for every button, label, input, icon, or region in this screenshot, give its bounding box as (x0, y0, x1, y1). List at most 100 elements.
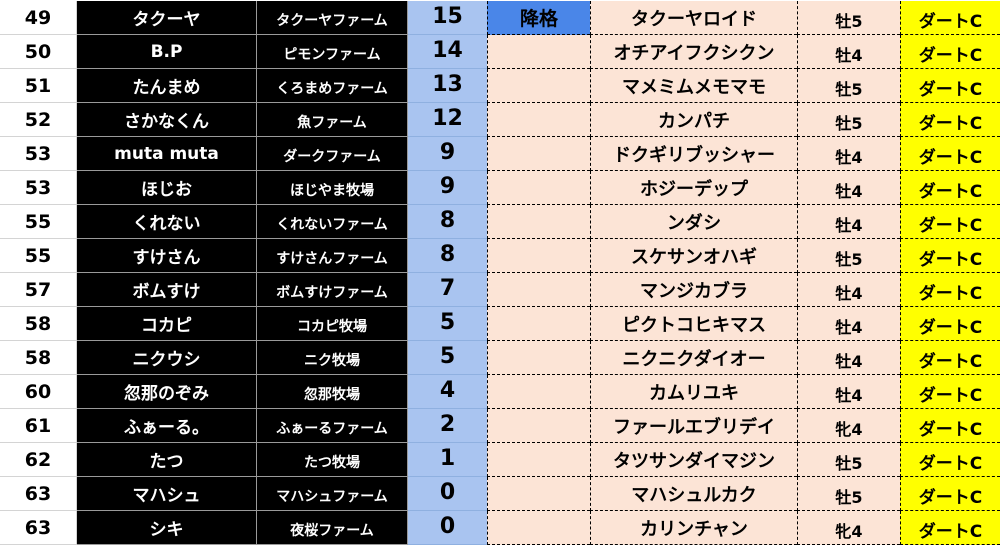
rank-cell[interactable]: 62 (0, 443, 77, 477)
owner-name-cell[interactable]: コカピ (77, 307, 257, 341)
status-cell[interactable] (487, 443, 590, 477)
owner-name-cell[interactable]: muta muta (77, 137, 257, 171)
rank-cell[interactable]: 55 (0, 239, 77, 273)
horse-name-cell[interactable]: ホジーデップ (590, 171, 797, 205)
grade-cell[interactable]: ダートC (900, 1, 1000, 35)
grade-cell[interactable]: ダートC (900, 409, 1000, 443)
farm-name-cell[interactable]: くろまめファーム (257, 69, 408, 103)
status-cell[interactable] (487, 103, 590, 137)
grade-cell[interactable]: ダートC (900, 171, 1000, 205)
points-cell[interactable]: 12 (408, 103, 487, 137)
points-cell[interactable]: 8 (408, 205, 487, 239)
sex-age-cell[interactable]: 牡4 (797, 375, 900, 409)
owner-name-cell[interactable]: ふぁーる。 (77, 409, 257, 443)
farm-name-cell[interactable]: たつ牧場 (257, 443, 408, 477)
status-cell[interactable] (487, 239, 590, 273)
farm-name-cell[interactable]: 夜桜ファーム (257, 511, 408, 545)
rank-cell[interactable]: 49 (0, 1, 77, 35)
horse-name-cell[interactable]: マンジカブラ (590, 273, 797, 307)
sex-age-cell[interactable]: 牡4 (797, 171, 900, 205)
farm-name-cell[interactable]: ニク牧場 (257, 341, 408, 375)
points-cell[interactable]: 0 (408, 511, 487, 545)
status-cell[interactable] (487, 341, 590, 375)
status-cell[interactable]: 降格 (487, 1, 590, 35)
farm-name-cell[interactable]: ピモンファーム (257, 35, 408, 69)
horse-name-cell[interactable]: ニクニクダイオー (590, 341, 797, 375)
sex-age-cell[interactable]: 牡5 (797, 103, 900, 137)
grade-cell[interactable]: ダートC (900, 341, 1000, 375)
status-cell[interactable] (487, 69, 590, 103)
sex-age-cell[interactable]: 牡4 (797, 35, 900, 69)
owner-name-cell[interactable]: すけさん (77, 239, 257, 273)
farm-name-cell[interactable]: タクーヤファーム (257, 1, 408, 35)
farm-name-cell[interactable]: ほじやま牧場 (257, 171, 408, 205)
grade-cell[interactable]: ダートC (900, 477, 1000, 511)
grade-cell[interactable]: ダートC (900, 205, 1000, 239)
points-cell[interactable]: 7 (408, 273, 487, 307)
farm-name-cell[interactable]: マハシュファーム (257, 477, 408, 511)
sex-age-cell[interactable]: 牡5 (797, 443, 900, 477)
sex-age-cell[interactable]: 牡5 (797, 1, 900, 35)
points-cell[interactable]: 0 (408, 477, 487, 511)
owner-name-cell[interactable]: たつ (77, 443, 257, 477)
points-cell[interactable]: 5 (408, 307, 487, 341)
rank-cell[interactable]: 55 (0, 205, 77, 239)
owner-name-cell[interactable]: ニクウシ (77, 341, 257, 375)
status-cell[interactable] (487, 171, 590, 205)
grade-cell[interactable]: ダートC (900, 239, 1000, 273)
sex-age-cell[interactable]: 牡5 (797, 69, 900, 103)
rank-cell[interactable]: 57 (0, 273, 77, 307)
horse-name-cell[interactable]: ドクギリブッシャー (590, 137, 797, 171)
rank-cell[interactable]: 52 (0, 103, 77, 137)
horse-name-cell[interactable]: カムリユキ (590, 375, 797, 409)
farm-name-cell[interactable]: くれないファーム (257, 205, 408, 239)
status-cell[interactable] (487, 35, 590, 69)
rank-cell[interactable]: 61 (0, 409, 77, 443)
grade-cell[interactable]: ダートC (900, 103, 1000, 137)
horse-name-cell[interactable]: ピクトコヒキマス (590, 307, 797, 341)
owner-name-cell[interactable]: ボムすけ (77, 273, 257, 307)
sex-age-cell[interactable]: 牡4 (797, 205, 900, 239)
horse-name-cell[interactable]: カリンチャン (590, 511, 797, 545)
owner-name-cell[interactable]: マハシュ (77, 477, 257, 511)
horse-name-cell[interactable]: マハシュルカク (590, 477, 797, 511)
sex-age-cell[interactable]: 牡5 (797, 477, 900, 511)
horse-name-cell[interactable]: オチアイフクシクン (590, 35, 797, 69)
horse-name-cell[interactable]: タクーヤロイド (590, 1, 797, 35)
status-cell[interactable] (487, 137, 590, 171)
points-cell[interactable]: 2 (408, 409, 487, 443)
farm-name-cell[interactable]: すけさんファーム (257, 239, 408, 273)
points-cell[interactable]: 4 (408, 375, 487, 409)
farm-name-cell[interactable]: 忽那牧場 (257, 375, 408, 409)
farm-name-cell[interactable]: ボムすけファーム (257, 273, 408, 307)
owner-name-cell[interactable]: タクーヤ (77, 1, 257, 35)
rank-cell[interactable]: 60 (0, 375, 77, 409)
rank-cell[interactable]: 58 (0, 341, 77, 375)
grade-cell[interactable]: ダートC (900, 307, 1000, 341)
grade-cell[interactable]: ダートC (900, 137, 1000, 171)
sex-age-cell[interactable]: 牡4 (797, 273, 900, 307)
horse-name-cell[interactable]: タツサンダイマジン (590, 443, 797, 477)
horse-name-cell[interactable]: ファールエブリデイ (590, 409, 797, 443)
status-cell[interactable] (487, 205, 590, 239)
farm-name-cell[interactable]: ダークファーム (257, 137, 408, 171)
horse-name-cell[interactable]: カンパチ (590, 103, 797, 137)
farm-name-cell[interactable]: コカピ牧場 (257, 307, 408, 341)
farm-name-cell[interactable]: 魚ファーム (257, 103, 408, 137)
rank-cell[interactable]: 53 (0, 137, 77, 171)
rank-cell[interactable]: 63 (0, 477, 77, 511)
owner-name-cell[interactable]: たんまめ (77, 69, 257, 103)
rank-cell[interactable]: 50 (0, 35, 77, 69)
status-cell[interactable] (487, 273, 590, 307)
owner-name-cell[interactable]: さかなくん (77, 103, 257, 137)
points-cell[interactable]: 9 (408, 137, 487, 171)
sex-age-cell[interactable]: 牝4 (797, 409, 900, 443)
rank-cell[interactable]: 63 (0, 511, 77, 545)
horse-name-cell[interactable]: ンダシ (590, 205, 797, 239)
status-cell[interactable] (487, 375, 590, 409)
owner-name-cell[interactable]: B.P (77, 35, 257, 69)
sex-age-cell[interactable]: 牡4 (797, 307, 900, 341)
grade-cell[interactable]: ダートC (900, 443, 1000, 477)
owner-name-cell[interactable]: シキ (77, 511, 257, 545)
owner-name-cell[interactable]: ほじお (77, 171, 257, 205)
